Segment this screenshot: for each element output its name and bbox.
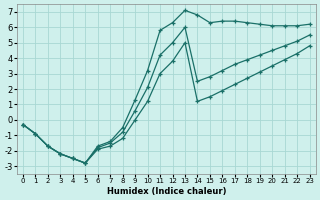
X-axis label: Humidex (Indice chaleur): Humidex (Indice chaleur): [107, 187, 226, 196]
